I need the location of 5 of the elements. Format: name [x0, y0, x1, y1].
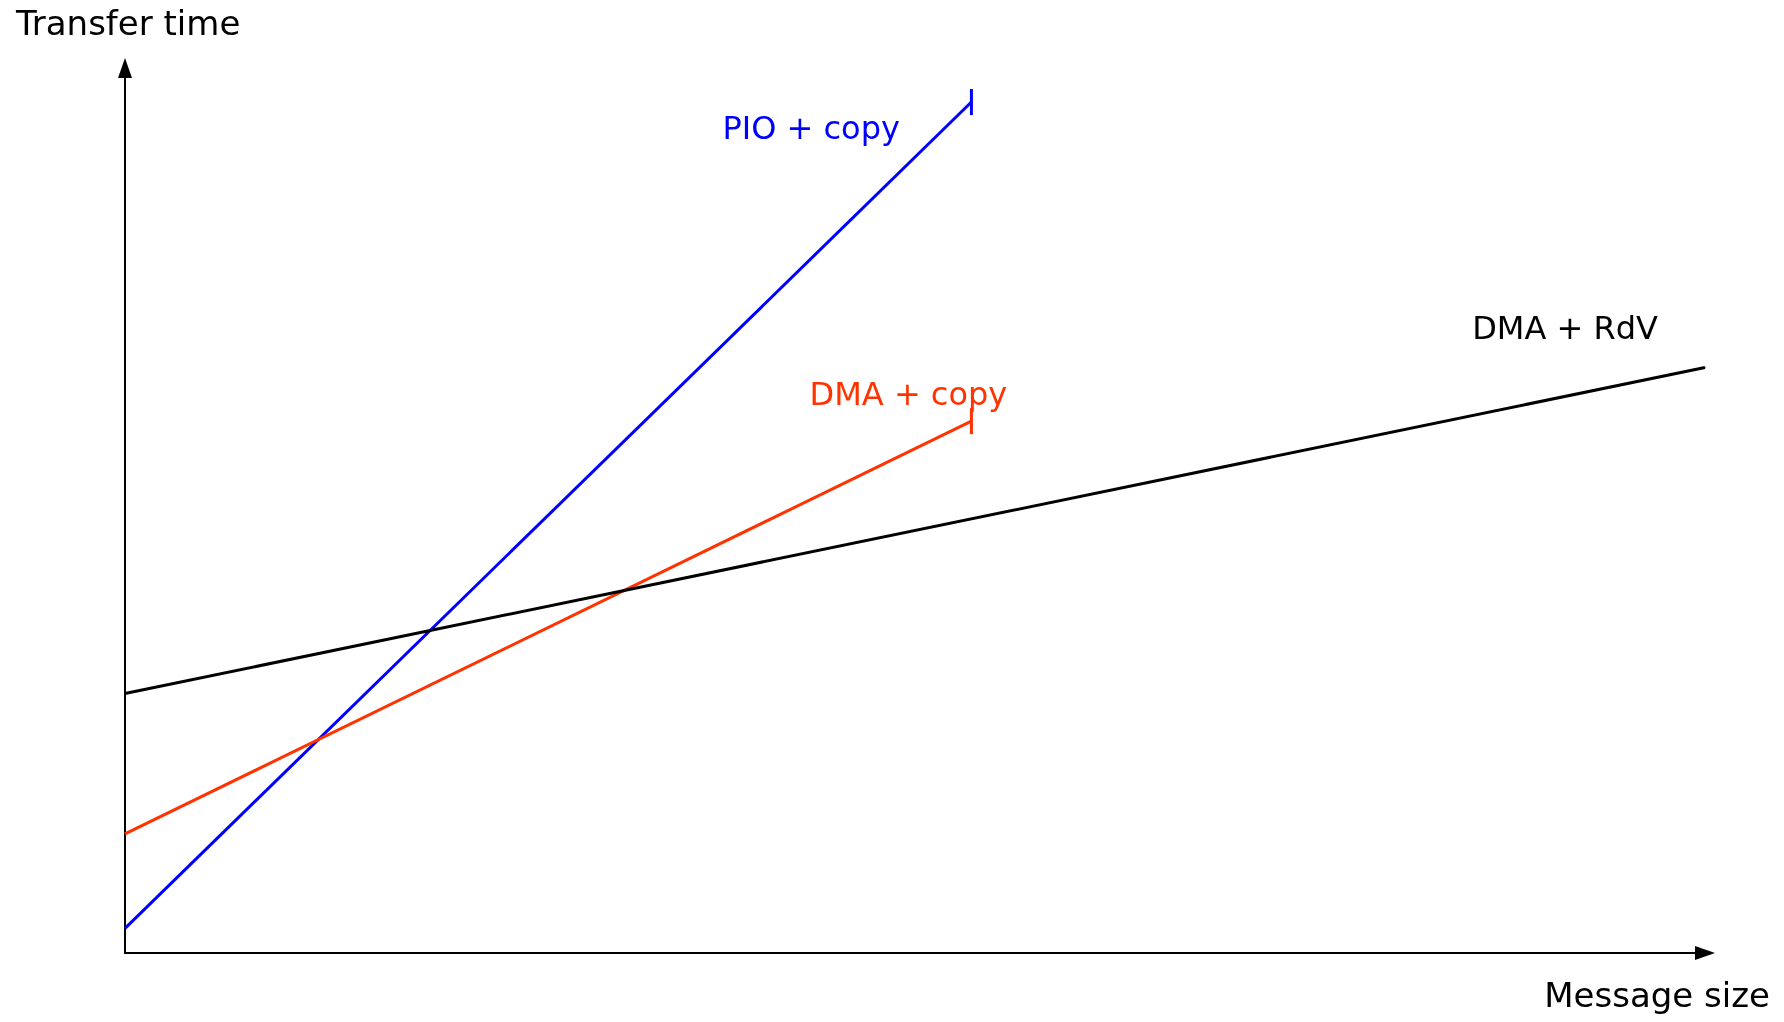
y-axis-title: Transfer time [15, 3, 241, 43]
x-axis-title: Message size [1544, 975, 1770, 1015]
series-label: DMA + copy [809, 374, 1008, 413]
series-label: DMA + RdV [1472, 309, 1658, 348]
series-label: PIO + copy [722, 109, 900, 148]
